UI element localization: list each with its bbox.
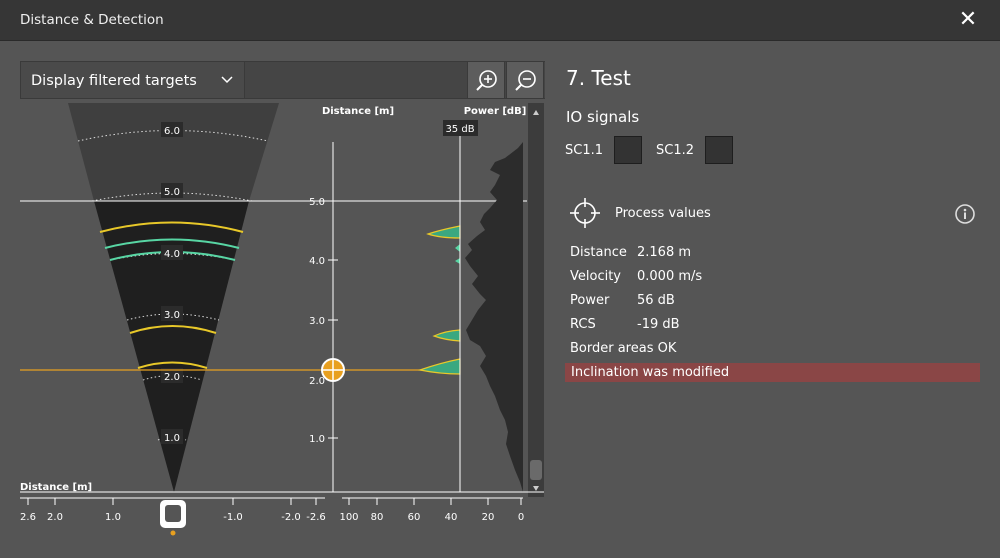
- scroll-up-icon[interactable]: [533, 110, 539, 115]
- power-peak: [417, 358, 461, 375]
- power-tick: 80: [371, 512, 384, 523]
- signal-indicator-sc1-2: [705, 136, 733, 164]
- power-tick: 100: [339, 512, 358, 523]
- display-mode-value: Display filtered targets: [31, 73, 197, 89]
- distance-axis-label: Distance [m]: [322, 106, 394, 117]
- cone-axis-tick: -2.0: [281, 512, 301, 523]
- zoom-in-button[interactable]: [467, 61, 505, 99]
- cone-labels: 6.0 5.0 4.0 3.0 2.0 1.0: [161, 122, 183, 444]
- power-peak: [426, 225, 461, 239]
- window-title: Distance & Detection: [20, 12, 164, 28]
- cone-label-6: 6.0: [164, 126, 180, 137]
- process-name-rcs: RCS: [570, 317, 596, 332]
- power-axis-ticks: 100 80 60 40 20 0: [339, 498, 524, 523]
- power-peak: [432, 329, 461, 342]
- cone-axis-tick: 2.0: [47, 512, 63, 523]
- power-tick: 20: [482, 512, 495, 523]
- info-icon[interactable]: [954, 203, 976, 225]
- power-peak: [455, 244, 460, 252]
- cone-axis-tick: -2.6: [306, 512, 326, 523]
- power-peak: [455, 258, 460, 264]
- signal-label-sc1-2: SC1.2: [656, 143, 695, 158]
- signal-indicator-sc1-1: [614, 136, 642, 164]
- process-value-velocity: 0.000 m/s: [637, 269, 703, 284]
- power-tick: 0: [518, 512, 524, 523]
- target-crosshair-marker[interactable]: [321, 358, 345, 382]
- cone-label-4: 4.0: [164, 249, 180, 260]
- title-bar: Distance & Detection ✕: [0, 0, 1000, 41]
- chevron-down-icon: [221, 76, 233, 84]
- zoom-out-icon: [515, 70, 536, 91]
- cone-label-5: 5.0: [164, 187, 180, 198]
- power-spectrum: [465, 142, 523, 492]
- zoom-in-icon: [476, 70, 497, 91]
- distance-tick: 3.0: [309, 316, 325, 327]
- zoom-out-button[interactable]: [506, 61, 544, 99]
- warning-text: Inclination was modified: [571, 365, 730, 380]
- cone-far-region: [68, 103, 279, 201]
- sensor-icon: [160, 500, 186, 536]
- process-values-title: Process values: [615, 206, 711, 221]
- scroll-down-icon[interactable]: [533, 486, 539, 491]
- signal-label-sc1-1: SC1.1: [565, 143, 604, 158]
- close-icon[interactable]: ✕: [958, 7, 978, 32]
- crosshair-icon: [570, 198, 600, 228]
- distance-tick: 1.0: [309, 434, 325, 445]
- target-arc: [104, 238, 240, 249]
- distance-tick: 5.0: [309, 197, 325, 208]
- detection-plot[interactable]: 6.0 5.0 4.0 3.0 2.0 1.0 Distance [m] 5.0…: [0, 100, 550, 558]
- distance-tick: 2.0: [309, 376, 325, 387]
- cone-label-1: 1.0: [164, 433, 180, 444]
- distance-tick: 4.0: [309, 256, 325, 267]
- cone-axis-ticks: 2.6 2.0 1.0 -1.0 -2.0 -2.6: [20, 498, 326, 523]
- target-arc: [129, 325, 217, 334]
- display-mode-dropdown[interactable]: Display filtered targets: [20, 61, 245, 99]
- process-value-power: 56 dB: [637, 293, 675, 308]
- power-threshold-label: 35 dB: [445, 124, 474, 135]
- target-arc: [99, 221, 244, 233]
- process-name-power: Power: [570, 293, 610, 308]
- process-name-velocity: Velocity: [570, 269, 621, 284]
- power-tick: 40: [445, 512, 458, 523]
- scrollbar-track[interactable]: [528, 103, 544, 497]
- power-axis-label: Power [dB]: [464, 106, 527, 117]
- border-status: Border areas OK: [570, 341, 677, 356]
- cone-label-2: 2.0: [164, 372, 180, 383]
- process-name-distance: Distance: [570, 245, 627, 260]
- io-signals-title: IO signals: [566, 108, 640, 126]
- cone-label-3: 3.0: [164, 310, 180, 321]
- process-value-distance: 2.168 m: [637, 245, 692, 260]
- warning-banner: Inclination was modified: [565, 363, 980, 382]
- device-title: 7. Test: [566, 66, 631, 90]
- power-tick: 60: [408, 512, 421, 523]
- cone-near-region: [94, 201, 249, 492]
- cone-axis-tick: -1.0: [223, 512, 243, 523]
- target-arc: [137, 361, 208, 369]
- cone-axis-tick: 1.0: [105, 512, 121, 523]
- process-value-rcs: -19 dB: [637, 317, 680, 332]
- distance-axis-ticks: 5.0 4.0 3.0 2.0 1.0: [309, 197, 338, 445]
- cone-axis-tick: 2.6: [20, 512, 36, 523]
- scrollbar-thumb[interactable]: [530, 460, 542, 480]
- cone-axis-label: Distance [m]: [20, 482, 92, 493]
